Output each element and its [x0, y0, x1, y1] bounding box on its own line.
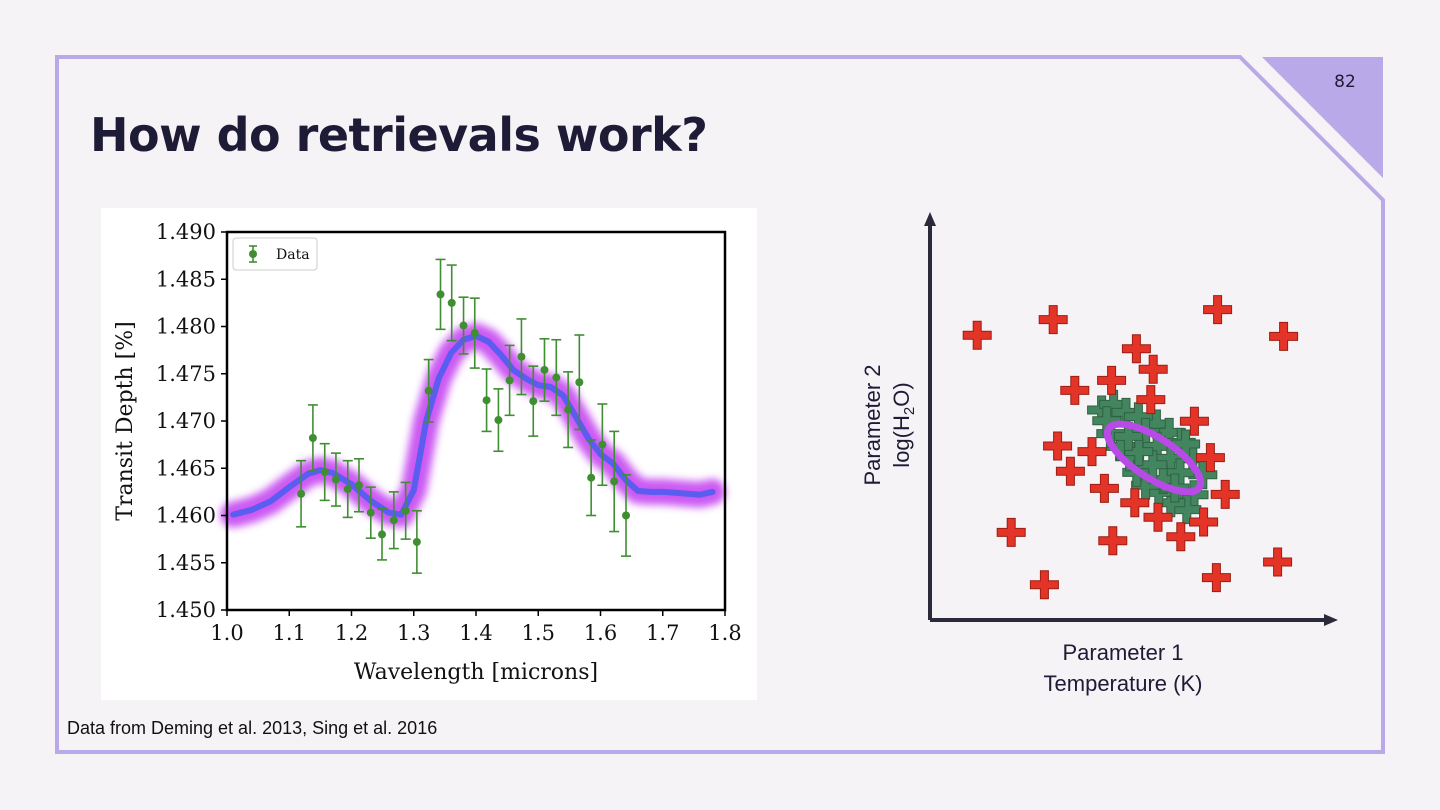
x-tick-label: 1.2	[335, 621, 368, 645]
data-point	[446, 264, 457, 342]
rejected-sample-cross	[1210, 479, 1240, 509]
x-axis-label: Parameter 1	[1062, 640, 1183, 665]
accepted-sample-cross	[1113, 421, 1143, 451]
y-tick-label: 1.460	[156, 504, 216, 528]
x-axis-arrow	[1324, 614, 1338, 626]
x-tick-label: 1.4	[459, 621, 492, 645]
rejected-sample-cross	[1201, 563, 1231, 593]
y-tick-label: 1.465	[156, 456, 216, 480]
rejected-sample-cross	[1055, 456, 1085, 486]
y-axis-sublabel: log(H2O)	[889, 382, 918, 467]
rejected-sample-cross	[1121, 334, 1151, 364]
y-tick-label: 1.475	[156, 362, 216, 386]
data-point	[609, 430, 620, 533]
data-point	[481, 368, 492, 433]
data-point	[574, 334, 585, 431]
data-point	[504, 344, 515, 417]
legend-label: Data	[276, 247, 310, 263]
y-tick-label: 1.470	[156, 409, 216, 433]
y-tick-label: 1.480	[156, 315, 216, 339]
rejected-sample-cross	[1038, 305, 1068, 335]
data-point	[493, 388, 504, 453]
rejected-sample-cross	[1098, 526, 1128, 556]
y-tick-label: 1.490	[156, 220, 216, 244]
data-point	[400, 481, 411, 540]
rejected-sample-cross	[1029, 570, 1059, 600]
page-number: 82	[1334, 72, 1356, 92]
rejected-sample-cross	[962, 320, 992, 350]
data-point	[319, 442, 330, 502]
data-point	[621, 474, 632, 557]
rejected-sample-cross	[1189, 507, 1219, 537]
data-point	[307, 404, 318, 472]
rejected-sample-cross	[1136, 385, 1166, 415]
data-point	[539, 337, 550, 402]
data-point	[342, 459, 353, 519]
data-point	[597, 403, 608, 487]
legend: Data	[232, 237, 318, 271]
data-point	[563, 371, 574, 449]
model-line	[230, 332, 716, 518]
data-point	[411, 509, 422, 574]
y-axis-label: Parameter 2	[860, 364, 885, 485]
rejected-sample-cross	[1077, 437, 1107, 467]
data-point	[377, 508, 388, 561]
y-tick-label: 1.455	[156, 551, 216, 575]
plot-frame	[225, 230, 727, 612]
model-uncertainty-band	[220, 322, 726, 528]
y-tick-label: 1.485	[156, 267, 216, 291]
rejected-sample-cross	[1143, 502, 1173, 532]
data-point	[469, 297, 480, 369]
x-tick-label: 1.8	[708, 621, 741, 645]
parameter-space-diagram: Parameter 1 Temperature (K) Parameter 2 log…	[860, 212, 1338, 696]
data-point	[330, 452, 341, 507]
x-tick-label: 1.3	[397, 621, 430, 645]
data-point	[296, 459, 307, 528]
x-axis-sublabel: Temperature (K)	[1044, 671, 1203, 696]
rejected-sample-cross	[996, 517, 1026, 547]
frame-border	[55, 55, 1385, 754]
rejected-sample-cross	[1120, 488, 1150, 518]
y-axis-label: Transit Depth [%]	[113, 321, 138, 520]
slide-title: How do retrievals work?	[90, 108, 708, 162]
data-point	[435, 258, 446, 331]
data-source-caption: Data from Deming et al. 2013, Sing et al…	[67, 718, 438, 738]
best-fit-ellipse	[1103, 420, 1205, 496]
rejected-sample-cross	[1138, 354, 1168, 384]
x-tick-label: 1.6	[584, 621, 617, 645]
data-point	[551, 338, 562, 417]
data-point	[388, 491, 399, 550]
corner-fold	[1262, 57, 1383, 178]
rejected-sample-cross	[1166, 522, 1196, 552]
rejected-sample-cross	[1179, 406, 1209, 436]
x-tick-label: 1.7	[646, 621, 679, 645]
rejected-sample-cross	[1269, 321, 1299, 351]
rejected-sample-cross	[1203, 295, 1233, 325]
data-point	[353, 458, 364, 513]
data-point	[458, 296, 469, 355]
rejected-sample-cross	[1097, 365, 1127, 395]
x-axis-label: Wavelength [microns]	[354, 660, 598, 685]
data-point	[586, 439, 597, 517]
y-tick-label: 1.450	[156, 598, 216, 622]
rejected-sample-cross	[1043, 431, 1073, 461]
rejected-sample-cross	[1089, 473, 1119, 503]
rejected-sample-cross	[1263, 547, 1293, 577]
x-tick-label: 1.5	[522, 621, 555, 645]
data-point	[423, 358, 434, 423]
x-tick-label: 1.0	[210, 621, 243, 645]
data-point	[516, 318, 527, 396]
y-axis-arrow	[924, 212, 936, 226]
data-point	[365, 486, 376, 539]
x-tick-label: 1.1	[273, 621, 306, 645]
rejected-sample-cross	[1195, 443, 1225, 473]
transit-spectrum-chart: 1.0 1.1 1.2 1.3 1.4 1.5 1.6 1.7 1.8 1.450 1.455 1.4…	[101, 208, 757, 700]
rejected-sample-cross	[1060, 375, 1090, 405]
data-point	[528, 365, 539, 437]
